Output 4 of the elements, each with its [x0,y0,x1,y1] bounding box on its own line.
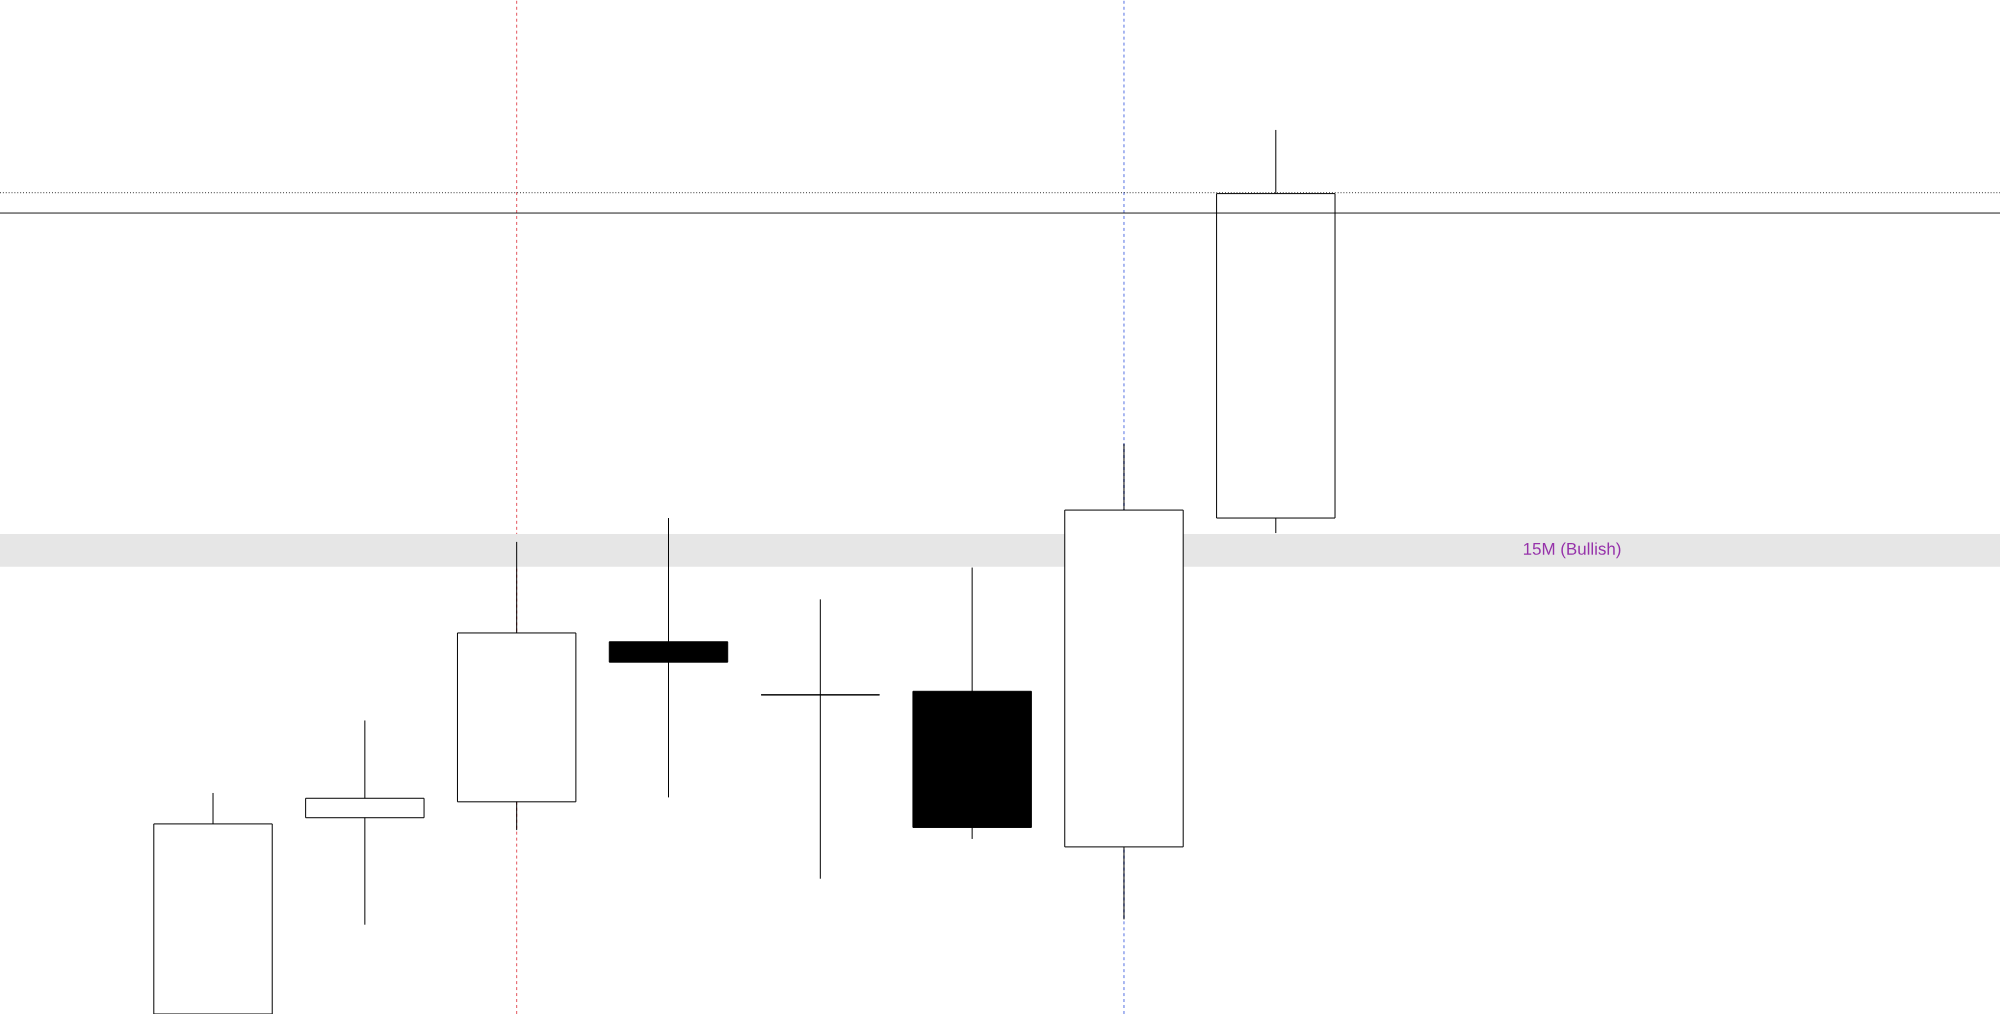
candlestick [305,719,425,926]
band-label: 15M (Bullish) [1523,542,1621,559]
candlestick [608,517,729,798]
candlestick [760,598,881,880]
